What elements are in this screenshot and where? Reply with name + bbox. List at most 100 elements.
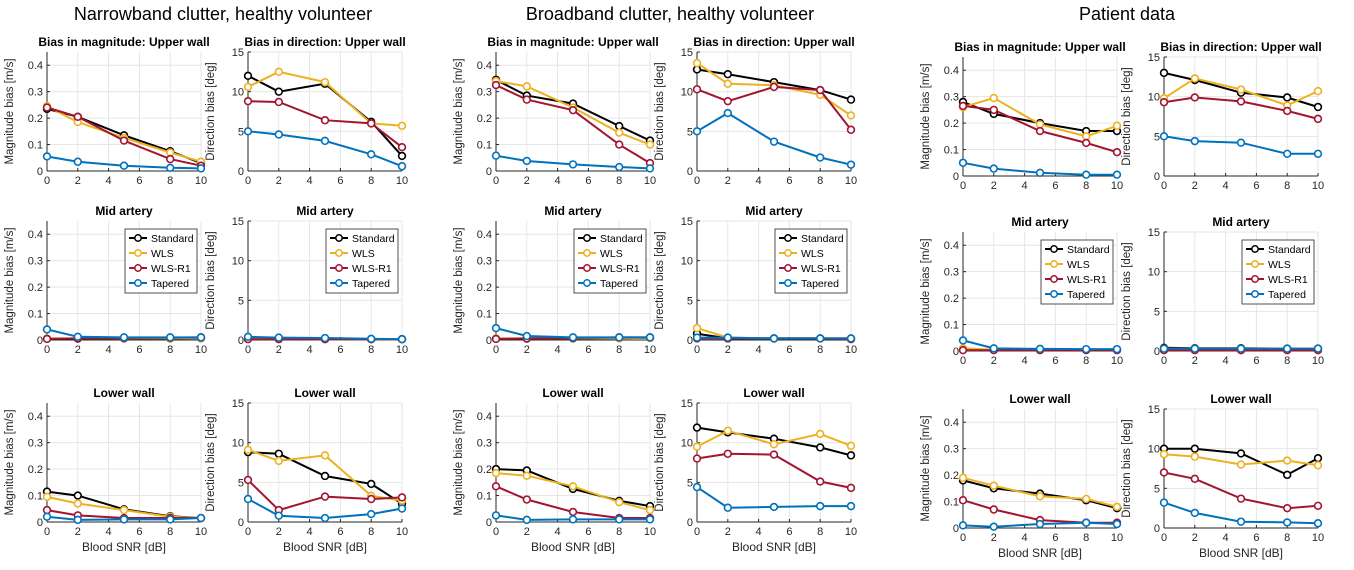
data-point [367, 150, 376, 159]
x-tick-label: 8 [1284, 532, 1290, 544]
data-point [846, 160, 856, 169]
legend-marker [1251, 260, 1259, 268]
x-tick-label: 10 [195, 175, 207, 187]
data-point [614, 515, 624, 524]
data-point [243, 445, 253, 455]
data-point [989, 93, 998, 103]
x-tick-label: 6 [1253, 180, 1259, 192]
x-axis-label: Blood SNR [dB] [82, 540, 166, 554]
x-tick-label: 10 [195, 344, 207, 356]
data-point [989, 344, 998, 353]
chart-title: Mid artery [296, 204, 354, 218]
y-tick-label: 0.3 [477, 438, 492, 450]
data-point [243, 127, 253, 136]
data-point [958, 496, 968, 505]
y-tick-label: 0.4 [944, 65, 959, 77]
data-point [614, 497, 624, 507]
data-point [1236, 449, 1246, 458]
x-tick-label: 0 [493, 344, 499, 356]
data-point [846, 95, 856, 104]
x-tick-label: 0 [44, 344, 50, 356]
x-tick-label: 10 [1312, 355, 1324, 367]
y-axis-label: Magnitude bias [m/s] [920, 415, 932, 521]
x-tick-label: 0 [1161, 532, 1167, 544]
data-point [1159, 450, 1169, 459]
legend-label: WLS [1268, 259, 1291, 271]
y-tick-label: 10 [681, 438, 693, 450]
legend-label: Standard [1268, 244, 1311, 256]
y-tick-label: 0 [953, 346, 959, 358]
x-axis-label: Blood SNR [dB] [998, 546, 1082, 560]
x-tick-label: 10 [1111, 532, 1123, 544]
data-point [989, 505, 998, 514]
y-axis-label: Magnitude bias [m/s] [4, 227, 16, 333]
x-tick-label: 2 [1192, 180, 1198, 192]
x-tick-label: 8 [817, 344, 823, 356]
y-tick-label: 0 [1154, 523, 1160, 535]
y-tick-label: 0.2 [28, 282, 43, 294]
data-point [1190, 136, 1200, 146]
data-point [1112, 170, 1122, 179]
legend: Standard WLS WLS-R1 Tapered [774, 228, 848, 294]
y-tick-label: 0.2 [944, 293, 959, 305]
data-point [614, 162, 624, 172]
y-tick-label: 0 [687, 517, 693, 529]
data-point [119, 161, 129, 170]
x-tick-label: 6 [136, 344, 142, 356]
x-axis-label: Blood SNR [dB] [283, 540, 367, 554]
chart-title: Lower wall [1009, 392, 1070, 406]
x-tick-label: 10 [396, 526, 408, 538]
y-tick-label: 0 [238, 166, 244, 178]
data-point [692, 423, 702, 432]
y-tick-label: 15 [1148, 404, 1160, 416]
data-point [42, 334, 52, 344]
x-tick-label: 8 [1083, 532, 1089, 544]
y-tick-label: 15 [232, 398, 244, 410]
data-point [723, 333, 732, 342]
legend-marker [134, 264, 142, 272]
data-point [1236, 517, 1246, 526]
data-point [1282, 503, 1292, 513]
data-point [491, 511, 501, 520]
y-tick-label: 0 [238, 517, 244, 529]
x-tick-label: 8 [368, 526, 374, 538]
chart-title: Lower wall [1210, 392, 1271, 406]
y-tick-label: 0.2 [477, 282, 492, 294]
chart-14: 0 2 4 6 8 10 0 0.1 0.2 0.3 0.4 Lower wall Magnitude … [453, 386, 656, 554]
data-point [723, 449, 732, 458]
data-point [1112, 121, 1122, 130]
x-tick-label: 0 [245, 526, 251, 538]
data-point [166, 333, 175, 342]
y-axis-label: Direction bias [deg] [205, 62, 217, 160]
data-point [42, 492, 52, 502]
y-axis-label: Magnitude bias [m/s] [4, 409, 16, 515]
x-tick-label: 6 [1253, 532, 1259, 544]
x-tick-label: 2 [276, 526, 282, 538]
y-tick-label: 5 [238, 477, 244, 489]
x-tick-label: 0 [1161, 355, 1167, 367]
legend-label: WLS-R1 [801, 263, 841, 275]
x-tick-label: 4 [1223, 355, 1229, 367]
data-point [274, 130, 283, 139]
data-point [491, 151, 501, 160]
legend-marker [784, 264, 792, 272]
data-point [274, 449, 283, 458]
legend-label: Tapered [1067, 289, 1105, 301]
plot-area [47, 52, 201, 171]
chart-title: Mid artery [1212, 215, 1270, 229]
data-point [989, 164, 998, 173]
data-point [815, 477, 825, 486]
data-point [491, 323, 501, 333]
legend: Standard WLS WLS-R1 Tapered [1040, 239, 1114, 305]
legend-marker [1050, 290, 1058, 298]
y-axis-label: Direction bias [deg] [205, 413, 217, 511]
data-point [1035, 344, 1045, 354]
data-point [1190, 474, 1200, 484]
y-tick-label: 5 [1154, 483, 1160, 495]
legend-label: WLS [151, 248, 174, 260]
legend: Standard WLS WLS-R1 Tapered [1241, 239, 1315, 305]
plot-area [47, 403, 201, 522]
x-tick-label: 2 [991, 180, 997, 192]
x-tick-label: 2 [991, 355, 997, 367]
data-point [1313, 344, 1323, 353]
